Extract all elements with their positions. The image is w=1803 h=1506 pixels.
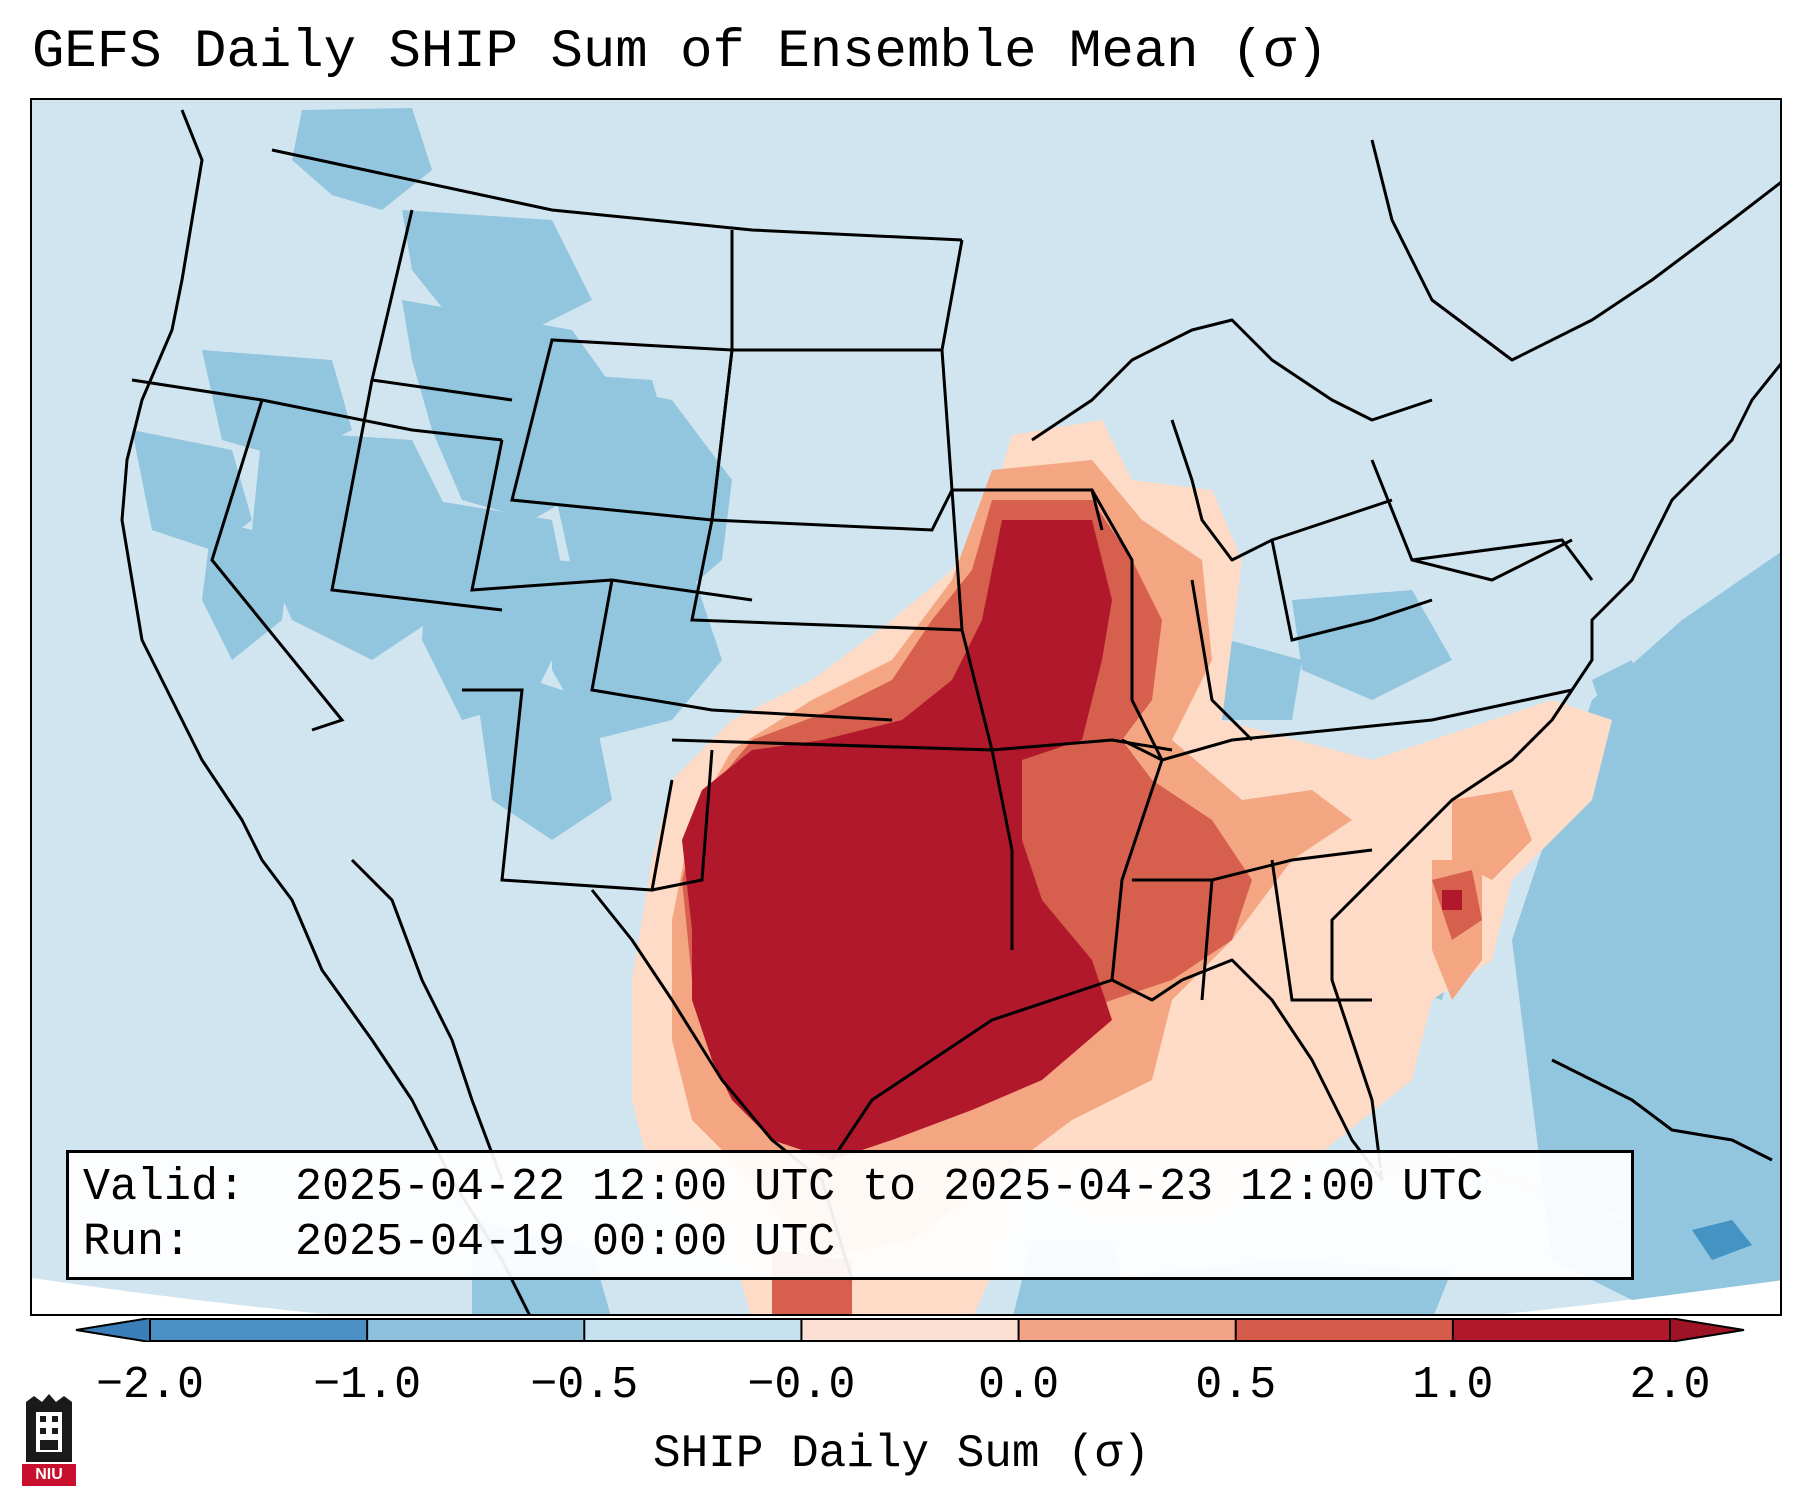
niu-logo-icon — [22, 1394, 76, 1486]
colorbar — [75, 1318, 1745, 1342]
positive-mid-area-coast — [1452, 790, 1532, 880]
positive-max-area — [682, 520, 1112, 1160]
valid-value: 2025-04-22 12:00 UTC to 2025-04-23 12:00… — [295, 1162, 1484, 1213]
colorbar-segment — [367, 1318, 585, 1342]
niu-logo-text: NIU — [35, 1466, 63, 1483]
map-panel — [30, 98, 1782, 1316]
colorbar-tick-label: 2.0 — [1629, 1360, 1711, 1411]
colorbar-extend-low — [75, 1318, 151, 1342]
colorbar-segment — [801, 1318, 1020, 1342]
colorbar-segment — [150, 1318, 368, 1342]
colorbar-segment — [1235, 1318, 1454, 1342]
deep-negative-patch — [1692, 1220, 1752, 1260]
colorbar-segment — [1018, 1318, 1237, 1342]
colorbar-tick-label: 0.0 — [978, 1360, 1060, 1411]
colorbar-segment — [584, 1318, 802, 1342]
colorbar-label: SHIP Daily Sum (σ) — [653, 1428, 1150, 1480]
colorbar-tick-label: −1.0 — [313, 1360, 422, 1411]
positive-max-coast — [1442, 890, 1462, 910]
valid-label: Valid: — [83, 1162, 246, 1213]
ship-map — [32, 100, 1780, 1314]
colorbar-tick-label: 1.0 — [1412, 1360, 1494, 1411]
state-boundaries — [131, 148, 1594, 1002]
colorbar-extend-high — [1669, 1318, 1745, 1342]
run-line: Run: 2025-04-19 00:00 UTC — [83, 1215, 1617, 1270]
colorbar-tick-label: −2.0 — [95, 1360, 205, 1411]
run-value: 2025-04-19 00:00 UTC — [295, 1217, 836, 1268]
valid-line: Valid: 2025-04-22 12:00 UTC to 2025-04-23… — [83, 1160, 1617, 1215]
valid-time-box: Valid: 2025-04-22 12:00 UTC to 2025-04-23… — [66, 1150, 1634, 1280]
colorbar-tick-label: −0.5 — [530, 1360, 639, 1411]
colorbar-tick-label: 0.5 — [1195, 1360, 1277, 1411]
run-label: Run: — [83, 1217, 192, 1268]
colorbar-segment — [1452, 1318, 1671, 1342]
niu-logo: NIU — [20, 1392, 78, 1488]
map-title: GEFS Daily SHIP Sum of Ensemble Mean (σ) — [32, 22, 1329, 83]
projection-edge — [32, 1278, 1780, 1314]
colorbar-tick-label: −0.0 — [747, 1360, 856, 1411]
colorbar-ticks: −2.0 −1.0 −0.5 −0.0 0.0 0.5 1.0 2.0 — [0, 1360, 1803, 1420]
